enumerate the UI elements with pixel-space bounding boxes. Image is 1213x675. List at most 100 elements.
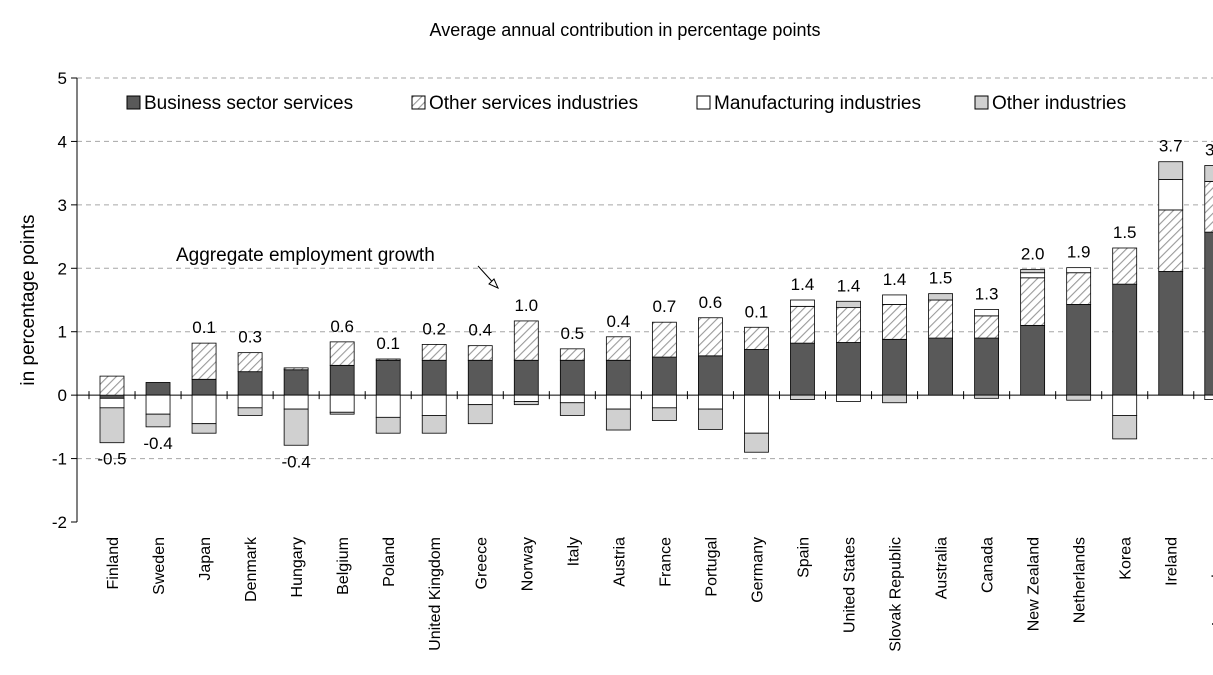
- bar-segment: [698, 394, 723, 410]
- bar-segment: [1112, 283, 1138, 396]
- y-tick-label: 1: [58, 323, 67, 342]
- annotation-text: Aggregate employment growth: [176, 245, 435, 266]
- bar-segment: [283, 394, 309, 410]
- bar-segment: [882, 394, 907, 404]
- bar-segment: [605, 336, 631, 361]
- legend-label: Manufacturing industries: [714, 93, 921, 114]
- bar-segment: [928, 299, 953, 339]
- aggregate-label: 0.1: [376, 334, 400, 353]
- x-tick-label: Norway: [519, 537, 536, 591]
- bar-segment: [882, 338, 907, 396]
- aggregate-label: 1.5: [1113, 223, 1137, 242]
- x-tick-label: Denmark: [243, 536, 260, 602]
- bar-segment: [513, 401, 539, 406]
- x-tick-label: Luxembourg: [1210, 537, 1213, 626]
- legend-swatch: [411, 95, 426, 110]
- x-tick-label: Portugal: [703, 537, 720, 597]
- aggregate-label: 1.4: [837, 276, 861, 295]
- bar-segment: [790, 305, 815, 344]
- bar-segment: [1158, 271, 1184, 396]
- bar-segment: [329, 394, 355, 413]
- aggregate-label: 1.0: [514, 296, 538, 315]
- bar-segment: [790, 299, 815, 307]
- bar-segment: [513, 394, 539, 402]
- bar-segment: [467, 404, 493, 425]
- x-tick-label: Greece: [473, 537, 490, 590]
- y-tick-label: -1: [52, 450, 67, 469]
- bar-segment: [1158, 209, 1184, 272]
- bar-segment: [559, 402, 585, 416]
- y-tick-label: 4: [58, 132, 67, 151]
- bar-segment: [145, 382, 171, 396]
- aggregate-label: 0.7: [653, 297, 677, 316]
- bar-segment: [744, 432, 769, 453]
- bar-segment: [836, 394, 861, 402]
- bar-segment: [559, 359, 585, 396]
- bar-segment: [974, 309, 1000, 317]
- bar-segment: [283, 367, 309, 371]
- bar-segment: [559, 348, 585, 361]
- aggregate-label: 0.6: [699, 293, 723, 312]
- bar-segment: [99, 394, 125, 399]
- bar-segment: [605, 359, 631, 396]
- x-tick-label: Slovak Republic: [888, 537, 905, 652]
- data-labels: -0.5 -0.4 0.1 0.3 -0.4 0.6 0.1 0.2 0.4 1.0 0.5 0.4 0…: [97, 137, 1213, 472]
- y-tick-labels: -2 -1 0 1 2 3 4 5: [52, 69, 67, 532]
- aggregate-label: 0.6: [330, 317, 354, 336]
- bar-segment: [836, 342, 861, 396]
- bar-segment: [605, 394, 631, 410]
- x-tick-label: Sweden: [151, 537, 168, 595]
- bar-segment: [421, 415, 447, 434]
- aggregate-label: 0.4: [607, 312, 631, 331]
- bar-segment: [836, 300, 861, 309]
- x-tick-label: Poland: [381, 537, 398, 587]
- bar-segment: [329, 364, 355, 396]
- aggregate-label: 1.5: [929, 269, 953, 288]
- x-tick-label: Canada: [980, 537, 997, 593]
- bar-segment: [99, 407, 125, 444]
- aggregate-label: 1.3: [975, 285, 999, 304]
- bar-segment: [421, 343, 447, 361]
- bar-segment: [744, 326, 769, 350]
- y-tick-label: -2: [52, 513, 67, 532]
- bar-segment: [375, 416, 401, 434]
- x-tick-label: France: [657, 537, 674, 587]
- aggregate-label: 3.7: [1159, 137, 1183, 156]
- bar-segment: [375, 358, 401, 361]
- x-tick-label: Korea: [1118, 537, 1135, 580]
- aggregate-label: 0.4: [468, 321, 492, 340]
- bar-segment: [145, 394, 171, 415]
- bar-segment: [790, 394, 815, 400]
- bar-segment: [1066, 394, 1092, 401]
- x-tick-label: Australia: [934, 537, 951, 599]
- bar-segment: [744, 349, 769, 396]
- bar-segment: [237, 394, 263, 409]
- bar-segment: [191, 423, 217, 434]
- x-tick-label: Belgium: [335, 537, 352, 595]
- x-tick-label: Japan: [197, 537, 214, 581]
- y-tick-label: 3: [58, 196, 67, 215]
- bar-segment: [99, 397, 125, 409]
- bar-segment: [1204, 180, 1213, 233]
- bar-segment: [1112, 394, 1138, 416]
- bar-segment: [651, 356, 677, 396]
- bar-segment: [1020, 324, 1046, 396]
- bar-segment: [651, 321, 677, 358]
- bar-segment: [1158, 161, 1184, 180]
- legend: Business sector services Other services i…: [126, 93, 1126, 114]
- bar-segment: [559, 394, 585, 404]
- annotation-arrowhead: [488, 278, 499, 289]
- bar-segment: [651, 407, 677, 421]
- bar-segment: [513, 320, 539, 361]
- x-tick-label: Germany: [749, 537, 766, 603]
- bar-segment: [1066, 267, 1092, 274]
- aggregate-label: -0.4: [281, 452, 310, 471]
- bar-segment: [974, 315, 1000, 339]
- bar-segment: [744, 394, 769, 434]
- aggregate-label: 0.5: [560, 324, 584, 343]
- bar-segment: [698, 317, 723, 357]
- aggregate-label: 1.4: [883, 270, 907, 289]
- bar-segment: [1112, 415, 1138, 440]
- bar-segment: [283, 369, 309, 396]
